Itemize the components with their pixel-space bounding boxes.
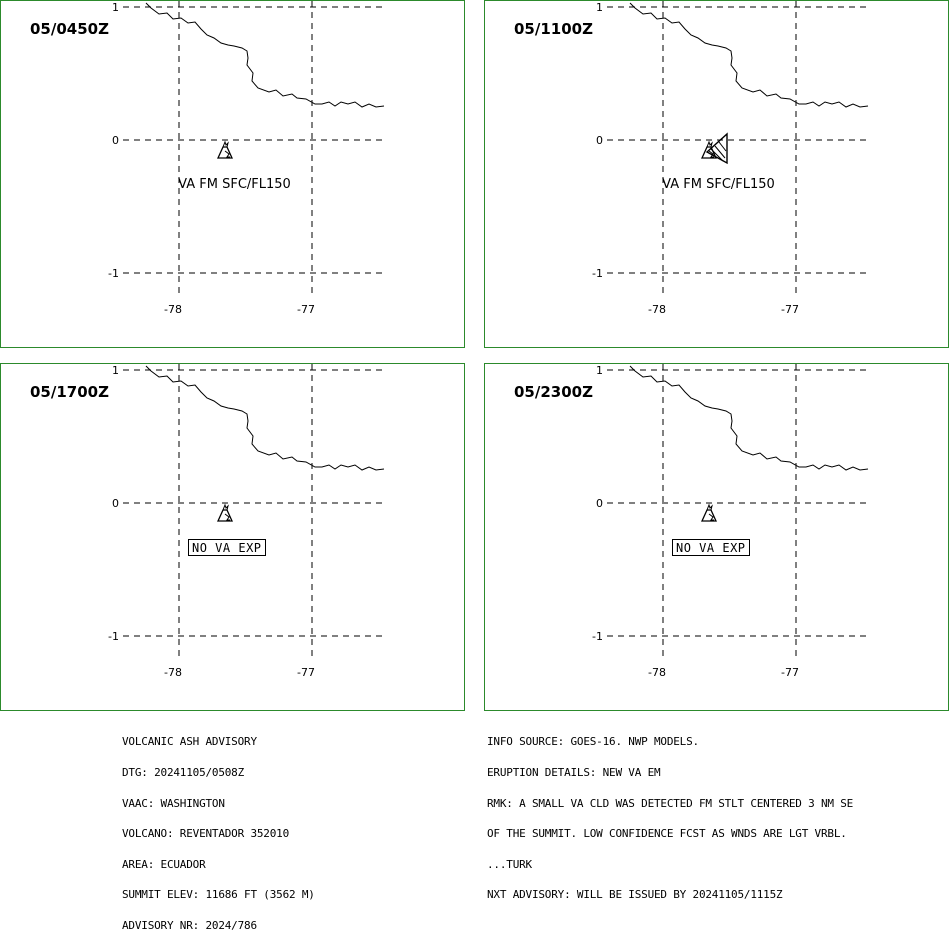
lon-tick-label: -78 bbox=[164, 303, 182, 316]
volcano-icon bbox=[216, 503, 234, 522]
advisory-eruption-details: ERUPTION DETAILS: NEW VA EM bbox=[487, 766, 661, 779]
lat-tick-label: 1 bbox=[596, 1, 603, 14]
lon-tick-label: -78 bbox=[648, 666, 666, 679]
lat-tick-label: -1 bbox=[592, 630, 603, 643]
lat-tick-label: 0 bbox=[112, 134, 119, 147]
coastline bbox=[145, 2, 385, 108]
advisory-vaac: VAAC: WASHINGTON bbox=[122, 796, 225, 810]
map-panel-4: -78 -77 1 0 -1 05/2300Z NO VA EXP bbox=[484, 363, 949, 711]
panel-time: 05/0450Z bbox=[30, 20, 109, 38]
advisory-remarks-2: OF THE SUMMIT. LOW CONFIDENCE FCST AS WN… bbox=[487, 827, 847, 841]
advisory-info-source: INFO SOURCE: GOES-16. NWP MODELS. bbox=[487, 735, 699, 749]
lon-tick-label: -78 bbox=[164, 666, 182, 679]
map-panel-2: -78 -77 1 0 -1 05/1100Z VA FM SFC/FL150 bbox=[484, 0, 949, 348]
va-height-label: VA FM SFC/FL150 bbox=[662, 177, 775, 192]
map-canvas-3: -78 -77 1 0 -1 bbox=[108, 364, 385, 679]
lon-tick-label: -77 bbox=[781, 303, 799, 316]
advisory-remarks-1: RMK: A SMALL VA CLD WAS DETECTED FM STLT… bbox=[487, 796, 854, 810]
advisory-title: VOLCANIC ASH ADVISORY bbox=[122, 735, 257, 749]
panel-time: 05/2300Z bbox=[514, 383, 593, 401]
lat-tick-label: 1 bbox=[112, 364, 119, 377]
lon-tick-label: -77 bbox=[297, 303, 315, 316]
advisory-header-block: VOLCANIC ASH ADVISORY DTG: 20241105/0508… bbox=[122, 717, 315, 941]
advisory-forecaster: ...TURK bbox=[487, 857, 532, 871]
lat-tick-label: 0 bbox=[596, 134, 603, 147]
advisory-volcano: VOLCANO: REVENTADOR 352010 bbox=[122, 827, 289, 841]
lon-tick-label: -78 bbox=[648, 303, 666, 316]
lon-tick-label: -77 bbox=[297, 666, 315, 679]
map-panel-3: -78 -77 1 0 -1 05/1700Z NO VA EXP bbox=[0, 363, 465, 711]
lon-tick-label: -77 bbox=[781, 666, 799, 679]
no-va-exp-box: NO VA EXP bbox=[672, 539, 750, 556]
coastline bbox=[145, 365, 385, 471]
panel-time: 05/1700Z bbox=[30, 383, 109, 401]
volcano-icon bbox=[216, 140, 234, 159]
lat-tick-label: 0 bbox=[596, 497, 603, 510]
lat-tick-label: 1 bbox=[112, 1, 119, 14]
panel-time: 05/1100Z bbox=[514, 20, 593, 38]
map-canvas-1: -78 -77 1 0 -1 bbox=[108, 1, 385, 316]
no-va-exp-box: NO VA EXP bbox=[188, 539, 266, 556]
advisory-summit-elev: SUMMIT ELEV: 11686 FT (3562 M) bbox=[122, 888, 315, 902]
map-canvas-2: -78 -77 1 0 -1 bbox=[592, 1, 869, 316]
lat-tick-label: 0 bbox=[112, 497, 119, 510]
lat-tick-label: -1 bbox=[592, 267, 603, 280]
volcano-icon bbox=[700, 503, 718, 522]
map-panel-1: -78 -77 1 0 -1 05/0450Z VA FM SFC/FL150 bbox=[0, 0, 465, 348]
ash-cloud-area bbox=[705, 132, 728, 165]
advisory-number: ADVISORY NR: 2024/786 bbox=[122, 918, 257, 932]
advisory-area: AREA: ECUADOR bbox=[122, 857, 206, 871]
coastline bbox=[629, 2, 869, 108]
advisory-next: NXT ADVISORY: WILL BE ISSUED BY 20241105… bbox=[487, 888, 783, 902]
advisory-details-block: INFO SOURCE: GOES-16. NWP MODELS. ERUPTI… bbox=[487, 717, 853, 911]
coastline bbox=[629, 365, 869, 471]
lat-tick-label: -1 bbox=[108, 630, 119, 643]
lat-tick-label: -1 bbox=[108, 267, 119, 280]
advisory-dtg: DTG: 20241105/0508Z bbox=[122, 766, 245, 779]
lat-tick-label: 1 bbox=[596, 364, 603, 377]
map-canvas-4: -78 -77 1 0 -1 bbox=[592, 364, 869, 679]
va-height-label: VA FM SFC/FL150 bbox=[178, 177, 291, 192]
